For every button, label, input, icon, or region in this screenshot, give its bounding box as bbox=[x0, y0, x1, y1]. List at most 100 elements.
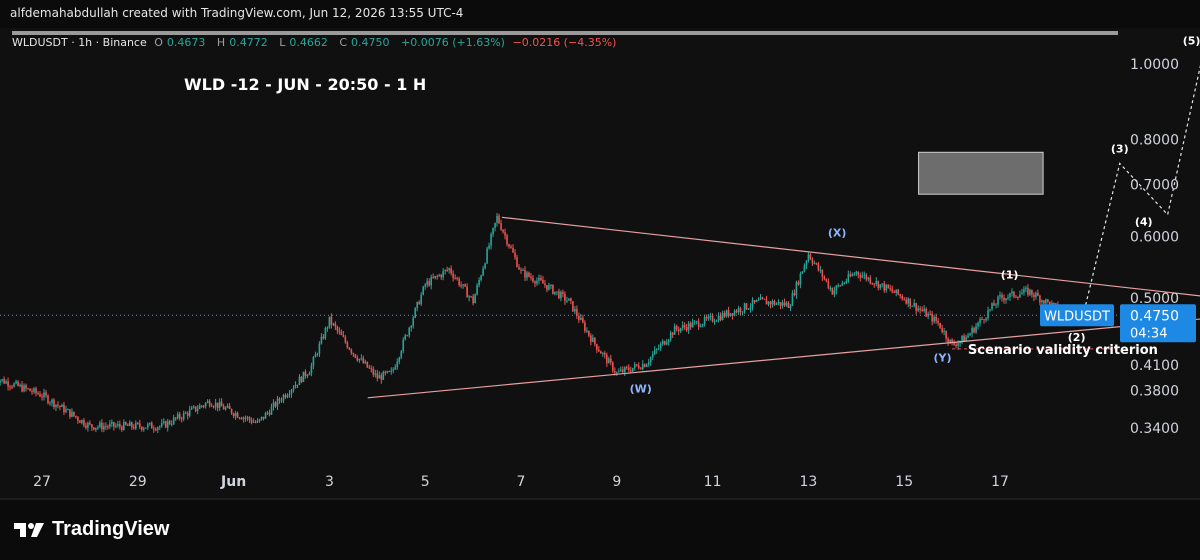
candle-body bbox=[544, 283, 546, 286]
candle-body bbox=[214, 402, 217, 407]
candle-body bbox=[184, 412, 187, 414]
candle-body bbox=[899, 294, 902, 296]
y-tick-label: 0.3800 bbox=[1130, 384, 1179, 400]
candle-body bbox=[542, 280, 544, 284]
candle-body bbox=[520, 269, 522, 271]
candle-body bbox=[773, 301, 776, 305]
candle-body bbox=[917, 308, 919, 311]
candle-body bbox=[272, 402, 275, 407]
candle-body bbox=[71, 411, 73, 417]
candle-body bbox=[592, 337, 594, 342]
candle-body bbox=[426, 281, 428, 285]
candle-body bbox=[442, 271, 444, 278]
candle-body bbox=[885, 284, 888, 291]
candle-body bbox=[550, 285, 552, 287]
candle-body bbox=[655, 349, 658, 351]
candle-body bbox=[266, 412, 269, 414]
candle-body bbox=[546, 285, 548, 290]
candle-body bbox=[985, 318, 987, 321]
candle-body bbox=[957, 343, 959, 347]
chart-area[interactable]: (W) (X) (Y) (1) (2) (3) (4) (5) Scenario validit… bbox=[0, 28, 1200, 500]
candle-body bbox=[556, 291, 558, 293]
x-tick-label: 9 bbox=[612, 474, 621, 490]
legend-low-value: 0.4662 bbox=[289, 36, 328, 49]
candle-body bbox=[121, 426, 123, 430]
top-bar: alfdemahabdullah created with TradingVie… bbox=[0, 0, 1200, 28]
candle-body bbox=[47, 395, 49, 404]
candle-body bbox=[743, 303, 746, 312]
candle-body bbox=[330, 316, 333, 325]
x-tick-label: 29 bbox=[129, 474, 147, 490]
trendlines-layer bbox=[0, 216, 1200, 399]
candle-body bbox=[85, 425, 87, 428]
candle-body bbox=[400, 351, 403, 358]
candle-body bbox=[608, 358, 610, 364]
candle-body bbox=[903, 298, 905, 300]
labels-layer: (W) (X) (Y) (1) (2) (3) (4) (5) Scenario validit… bbox=[630, 34, 1200, 395]
candle-body bbox=[450, 268, 452, 274]
candle-body bbox=[665, 342, 668, 345]
candle-body bbox=[997, 296, 999, 305]
candle-body bbox=[973, 328, 975, 333]
candle-body bbox=[1043, 300, 1045, 304]
candle-body bbox=[420, 294, 423, 305]
candle-body bbox=[254, 421, 257, 423]
candle-body bbox=[925, 308, 927, 317]
candle-body bbox=[721, 312, 724, 321]
candle-body bbox=[406, 335, 409, 337]
candle-body bbox=[140, 426, 143, 430]
candle-body bbox=[558, 291, 560, 299]
candle-body bbox=[27, 388, 29, 390]
y-tick-label: 1.0000 bbox=[1130, 57, 1179, 73]
candle-body bbox=[186, 412, 189, 416]
candle-body bbox=[59, 405, 61, 408]
brand[interactable]: TradingView bbox=[12, 518, 169, 541]
wave-label: (W) bbox=[630, 382, 652, 395]
candle-body bbox=[31, 391, 33, 393]
candle-body bbox=[963, 335, 965, 342]
credit-text: alfdemahabdullah created with TradingVie… bbox=[10, 6, 464, 20]
candle-body bbox=[610, 358, 612, 363]
candle-body bbox=[95, 427, 97, 430]
candle-body bbox=[438, 274, 440, 277]
price-chart[interactable]: (W) (X) (Y) (1) (2) (3) (4) (5) Scenario validit… bbox=[0, 28, 1200, 500]
candle-body bbox=[160, 422, 163, 427]
candle-body bbox=[138, 423, 141, 427]
wave-label: (1) bbox=[1001, 268, 1019, 281]
candle-body bbox=[482, 268, 484, 276]
candle-body bbox=[210, 405, 213, 407]
candle-body bbox=[220, 401, 223, 407]
candle-body bbox=[57, 404, 59, 406]
candle-body bbox=[911, 305, 913, 307]
candle-body bbox=[69, 409, 71, 417]
candle-body bbox=[302, 371, 305, 382]
candle-body bbox=[129, 422, 131, 426]
candle-body bbox=[308, 373, 311, 376]
legend-high-label: H bbox=[216, 36, 226, 49]
candle-body bbox=[208, 401, 211, 406]
candle-body bbox=[653, 349, 656, 355]
candle-body bbox=[376, 373, 379, 379]
candle-body bbox=[338, 330, 341, 332]
candle-body bbox=[170, 423, 173, 425]
candle-body bbox=[913, 302, 915, 306]
candle-body bbox=[464, 284, 466, 287]
candle-body bbox=[887, 284, 890, 289]
candle-body bbox=[761, 297, 764, 299]
candle-body bbox=[258, 419, 261, 421]
candle-body bbox=[418, 301, 421, 305]
candle-body bbox=[931, 313, 933, 322]
candle-body bbox=[238, 417, 241, 419]
candle-body bbox=[276, 398, 279, 407]
candle-body bbox=[801, 271, 804, 274]
candle-body bbox=[661, 341, 664, 344]
candle-body bbox=[284, 395, 287, 398]
candle-body bbox=[89, 422, 91, 425]
candle-body bbox=[757, 299, 760, 301]
candle-body bbox=[725, 310, 728, 317]
candle-body bbox=[156, 427, 159, 431]
candle-body bbox=[679, 328, 682, 332]
candle-body bbox=[1033, 294, 1035, 298]
candle-body bbox=[600, 351, 602, 354]
candle-body bbox=[853, 274, 856, 276]
